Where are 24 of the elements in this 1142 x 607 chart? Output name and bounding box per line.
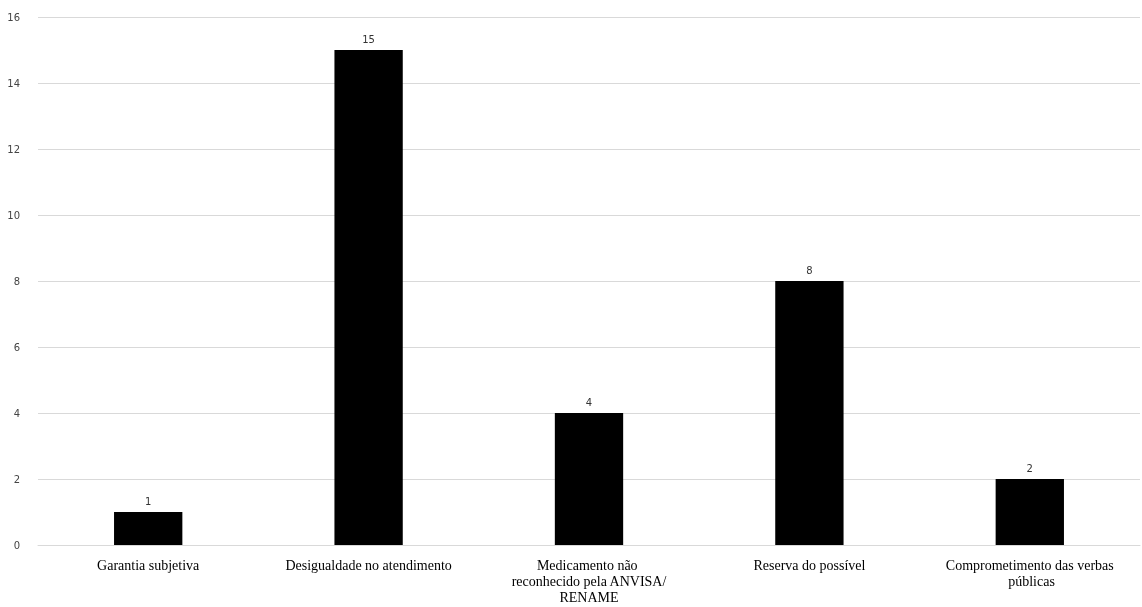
y-tick-label: 16 (7, 11, 20, 23)
bar (554, 413, 624, 545)
data-label: 2 (1026, 462, 1033, 474)
x-tick-label: Reserva do possível (753, 557, 866, 573)
data-label: 15 (362, 33, 375, 45)
bar (775, 281, 844, 545)
x-tick-label: Medicamento não reconhecido pela ANVISA/RENAME (511, 557, 667, 605)
y-tick-label: 12 (7, 143, 20, 155)
y-tick-label: 8 (13, 275, 20, 287)
data-label: 4 (585, 396, 593, 408)
y-tick-label: 2 (13, 473, 20, 485)
bar (995, 479, 1064, 545)
y-tick-label: 6 (13, 341, 20, 353)
data-label: 8 (806, 264, 813, 276)
y-tick-label: 4 (13, 407, 20, 419)
data-label: 1 (145, 495, 152, 507)
y-tick-label: 10 (7, 209, 20, 221)
x-tick-label: Desigualdade no atendimento (285, 557, 452, 573)
y-tick-label: 0 (13, 539, 20, 551)
x-tick-label: Comprometimento das verbas públicas (945, 557, 1114, 589)
x-tick-label: Garantia subjetiva (97, 557, 201, 573)
bar (114, 512, 183, 545)
y-tick-label: 14 (7, 77, 20, 89)
bar (334, 50, 403, 545)
